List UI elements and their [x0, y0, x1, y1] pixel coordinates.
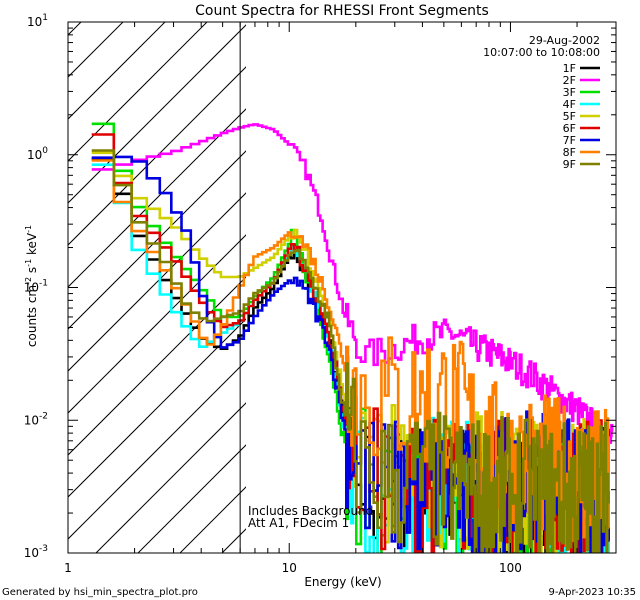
legend-label-3F: 3F	[563, 86, 576, 99]
time-range-label: 10:07:00 to 10:08:00	[483, 46, 600, 59]
x-axis-label: Energy (keV)	[304, 575, 381, 589]
hatch-line	[68, 22, 82, 36]
hatch-line	[137, 444, 246, 553]
legend-label-4F: 4F	[563, 98, 576, 111]
hatch-line	[68, 192, 246, 372]
chart-title: Count Spectra for RHESSI Front Segments	[195, 3, 489, 19]
y-tick-label: 10-3	[24, 544, 48, 560]
series-2F	[91, 123, 614, 451]
hatch-line	[68, 360, 246, 540]
y-tick-label: 10-2	[24, 411, 48, 427]
x-tick-label: 100	[499, 561, 522, 575]
legend-label-2F: 2F	[563, 74, 576, 87]
date-label: 29-Aug-2002	[529, 34, 600, 47]
x-tick-label: 10	[282, 561, 297, 575]
axis-ticks: 1 10 100 10-3 10-2 10-1 100 101	[24, 13, 617, 575]
y-tick-label: 10-1	[24, 279, 48, 295]
hatch-line	[68, 24, 246, 204]
legend-label-1F: 1F	[563, 62, 576, 75]
generated-by-label: Generated by hsi_min_spectra_plot.pro	[2, 587, 198, 598]
hatch-line	[68, 108, 246, 288]
series-layer	[91, 122, 614, 553]
y-axis-label: counts cm-2 s-1 keV-1	[24, 225, 39, 347]
timestamp-label: 9-Apr-2023 10:35	[549, 587, 636, 598]
x-tick-label: 1	[64, 561, 72, 575]
hatch-line	[68, 150, 246, 330]
y-tick-label: 100	[27, 146, 48, 162]
hatch-line	[68, 66, 246, 246]
hatch-line	[68, 234, 246, 414]
legend-label-7F: 7F	[563, 134, 576, 147]
y-tick-label: 101	[27, 13, 48, 29]
legend-label-6F: 6F	[563, 122, 576, 135]
annotation-attenuator: Att A1, FDecim 1	[248, 516, 349, 530]
hatch-line	[68, 318, 246, 498]
hatch-line	[95, 402, 246, 553]
legend-label-8F: 8F	[563, 146, 576, 159]
annotation-background: Includes Background	[248, 504, 373, 518]
legend-label-9F: 9F	[563, 158, 576, 171]
hatched-region	[68, 22, 246, 553]
hatch-line	[68, 22, 124, 78]
series-9F	[91, 149, 610, 553]
hatch-line	[68, 22, 208, 162]
hatch-line	[68, 22, 166, 120]
legend-label-5F: 5F	[563, 110, 576, 123]
